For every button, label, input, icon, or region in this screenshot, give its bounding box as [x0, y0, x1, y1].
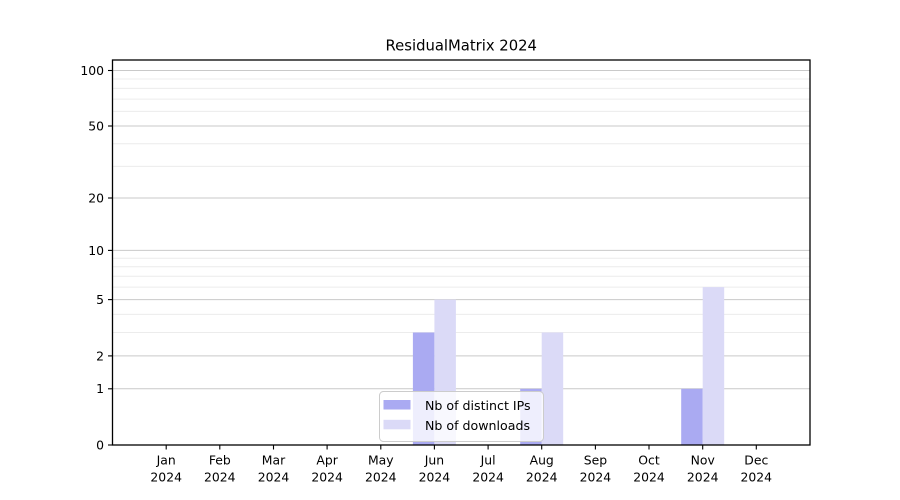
x-tick-label-month: May — [368, 453, 394, 468]
x-tick-label-month: Feb — [209, 453, 231, 468]
x-tick-label-month: Aug — [530, 453, 554, 468]
chart-title: ResidualMatrix 2024 — [386, 38, 537, 55]
x-tick-label-year: 2024 — [419, 470, 451, 485]
bar — [702, 287, 725, 445]
x-tick-label-year: 2024 — [687, 470, 719, 485]
x-tick-label-month: Mar — [262, 453, 286, 468]
x-tick-label-month: Jul — [480, 453, 496, 468]
x-tick-label-year: 2024 — [258, 470, 290, 485]
x-tick-label-year: 2024 — [633, 470, 665, 485]
y-tick-label: 20 — [88, 190, 104, 205]
plot-frame — [111, 59, 811, 446]
legend: Nb of distinct IPs Nb of downloads — [379, 391, 544, 442]
x-tick-label-month: Oct — [638, 453, 660, 468]
y-tick-label: 1 — [96, 381, 104, 396]
bar — [681, 388, 703, 445]
x-tick-label-year: 2024 — [204, 470, 236, 485]
x-tick-label-month: Sep — [584, 453, 607, 468]
x-tick-label-year: 2024 — [365, 470, 397, 485]
y-tick-label: 100 — [80, 63, 104, 78]
x-tick-label-year: 2024 — [580, 470, 612, 485]
x-tick-label-year: 2024 — [150, 470, 182, 485]
x-tick-label-month: Nov — [691, 453, 715, 468]
x-tick-label-year: 2024 — [741, 470, 773, 485]
x-tick-label-month: Jan — [156, 453, 176, 468]
y-tick-label: 0 — [96, 437, 104, 452]
y-tick-label: 5 — [96, 292, 104, 307]
x-tick-label-year: 2024 — [311, 470, 343, 485]
bar — [541, 332, 564, 445]
x-tick-label-year: 2024 — [526, 470, 558, 485]
x-tick-label-month: Dec — [744, 453, 768, 468]
legend-swatch-downloads — [383, 419, 411, 430]
y-tick-label: 50 — [88, 118, 104, 133]
legend-swatch-distinct-ips — [383, 400, 411, 410]
legend-box — [379, 391, 544, 442]
x-tick-label-month: Jun — [424, 453, 444, 468]
legend-label-downloads: Nb of downloads — [425, 418, 530, 433]
x-tick-label-month: Apr — [316, 453, 338, 468]
y-tick-label: 2 — [96, 348, 104, 363]
y-tick-label: 10 — [88, 243, 104, 258]
x-tick-label-year: 2024 — [472, 470, 504, 485]
legend-label-distinct-ips: Nb of distinct IPs — [425, 398, 531, 413]
